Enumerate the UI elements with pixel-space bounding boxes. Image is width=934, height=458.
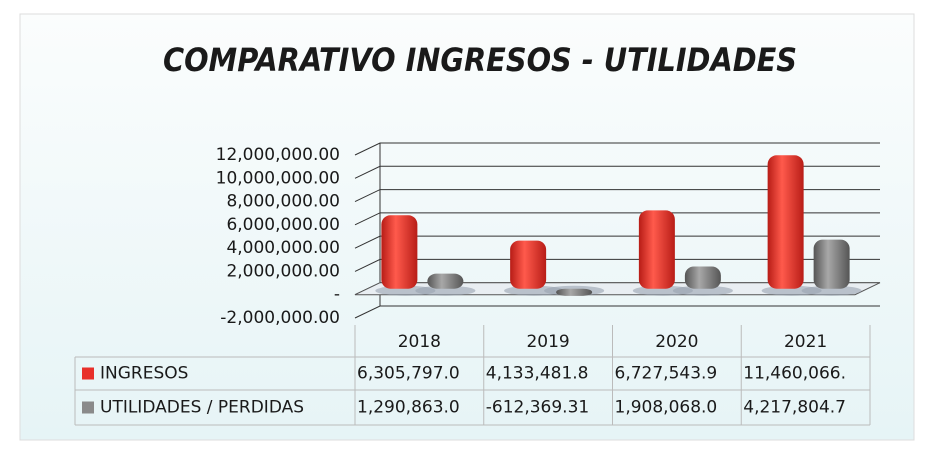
table-value: -612,369.31 <box>486 398 589 418</box>
bar <box>510 240 547 289</box>
bar-shadow <box>801 285 862 296</box>
chart-area <box>19 13 915 441</box>
y-tick-label: - <box>334 285 340 305</box>
x-tick-label: 2020 <box>655 332 698 352</box>
y-tick-label: 10,000,000.00 <box>216 168 340 188</box>
bar <box>556 288 593 296</box>
table-value: 6,727,543.9 <box>615 364 718 384</box>
bar-shadow <box>415 285 476 296</box>
grid-line <box>354 165 880 179</box>
grid-line <box>354 305 880 319</box>
grid-line <box>354 142 880 156</box>
grid-line <box>354 235 880 249</box>
legend-swatch <box>82 367 94 380</box>
bar <box>381 215 418 289</box>
y-tick-label: 6,000,000.00 <box>226 215 340 235</box>
x-tick-label: 2021 <box>784 332 827 352</box>
bar-shadow <box>672 285 733 296</box>
bar <box>767 155 804 289</box>
y-tick-label: 2,000,000.00 <box>226 261 340 281</box>
table-value: 4,217,804.7 <box>743 398 846 418</box>
bar <box>813 239 850 289</box>
table-value: 1,290,863.0 <box>357 398 460 418</box>
legend-swatch <box>82 401 94 414</box>
table-value: 6,305,797.0 <box>357 364 460 384</box>
table-value: 1,908,068.0 <box>615 398 718 418</box>
grid-line <box>354 189 880 203</box>
y-tick-label: 8,000,000.00 <box>226 192 340 212</box>
grid-line <box>354 258 880 272</box>
bar <box>638 210 675 289</box>
table-value: 11,460,066. <box>743 364 846 384</box>
bar <box>684 266 721 289</box>
table-value: 4,133,481.8 <box>486 364 589 384</box>
y-tick-label: 12,000,000.00 <box>216 145 340 165</box>
legend-label: UTILIDADES / PERDIDAS <box>100 398 304 418</box>
bar <box>427 273 464 289</box>
x-tick-label: 2019 <box>526 332 569 352</box>
chart-title: COMPARATIVO INGRESOS - UTILIDADES <box>163 41 797 79</box>
grid-line <box>354 212 880 226</box>
y-tick-label: 4,000,000.00 <box>226 238 340 258</box>
legend-label: INGRESOS <box>100 364 188 384</box>
x-tick-label: 2018 <box>398 332 441 352</box>
y-tick-label: -2,000,000.00 <box>220 308 340 328</box>
